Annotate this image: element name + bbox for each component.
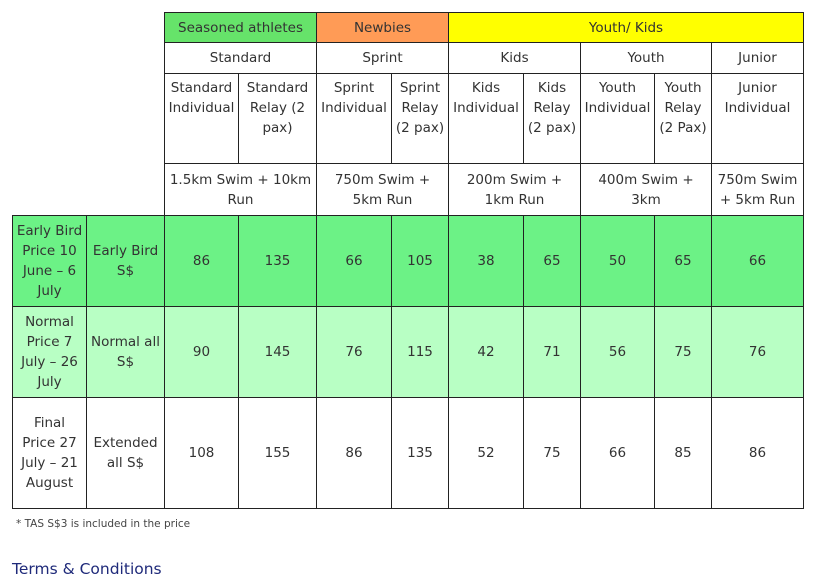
distance-standard: 1.5km Swim + 10km Run: [164, 163, 317, 216]
column-header: Standard Individual: [164, 73, 239, 164]
price-cell: 50: [580, 215, 655, 307]
distance-youth: 400m Swim + 3km: [580, 163, 712, 216]
column-header: Youth Individual: [580, 73, 655, 164]
group-seasoned: Seasoned athletes: [164, 12, 317, 43]
price-cell: 86: [316, 397, 392, 509]
category-standard: Standard: [164, 42, 317, 74]
price-cell: 52: [448, 397, 524, 509]
column-header: Kids Individual: [448, 73, 524, 164]
price-cell: 76: [316, 306, 392, 398]
table-row: Normal Price 7 July – 26 July Normal all…: [12, 306, 804, 398]
price-label: Extended all S$: [86, 397, 165, 509]
column-header-row: Standard Individual Standard Relay (2 pa…: [12, 73, 804, 216]
price-period: Early Bird Price 10 June – 6 July: [12, 215, 87, 307]
price-cell: 66: [580, 397, 655, 509]
price-table: Seasoned athletes Newbies Youth/ Kids St…: [12, 12, 804, 509]
distance-sprint: 750m Swim + 5km Run: [316, 163, 449, 216]
price-cell: 65: [523, 215, 581, 307]
price-cell: 105: [391, 215, 449, 307]
column-header: Junior Individual: [711, 73, 804, 164]
column-header: Sprint Relay (2 pax): [391, 73, 449, 164]
distance-row: 1.5km Swim + 10km Run 750m Swim + 5km Ru…: [13, 163, 804, 216]
price-cell: 115: [391, 306, 449, 398]
price-cell: 86: [164, 215, 239, 307]
category-header-row: Standard Sprint Kids Youth Junior: [13, 42, 804, 74]
group-header-row: Seasoned athletes Newbies Youth/ Kids: [13, 12, 804, 43]
price-period: Final Price 27 July – 21 August: [12, 397, 87, 509]
category-junior: Junior: [711, 42, 804, 74]
price-cell: 75: [654, 306, 712, 398]
price-cell: 71: [523, 306, 581, 398]
price-cell: 86: [711, 397, 804, 509]
price-cell: 145: [238, 306, 317, 398]
column-header: Sprint Individual: [316, 73, 392, 164]
price-cell: 75: [523, 397, 581, 509]
price-cell: 135: [238, 215, 317, 307]
footnote: * TAS S$3 is included in the price: [16, 518, 191, 530]
price-cell: 38: [448, 215, 524, 307]
group-youth-kids: Youth/ Kids: [448, 12, 804, 43]
category-youth: Youth: [580, 42, 712, 74]
column-header: Kids Relay (2 pax): [523, 73, 581, 164]
column-header: Standard Relay (2 pax): [238, 73, 317, 164]
price-cell: 155: [238, 397, 317, 509]
price-cell: 135: [391, 397, 449, 509]
distance-junior: 750m Swim + 5km Run: [711, 163, 804, 216]
price-period: Normal Price 7 July – 26 July: [12, 306, 87, 398]
category-kids: Kids: [448, 42, 581, 74]
terms-link[interactable]: Terms & Conditions: [12, 560, 162, 578]
price-cell: 66: [711, 215, 804, 307]
price-cell: 56: [580, 306, 655, 398]
price-cell: 42: [448, 306, 524, 398]
category-sprint: Sprint: [316, 42, 449, 74]
price-cell: 65: [654, 215, 712, 307]
price-cell: 66: [316, 215, 392, 307]
group-newbies: Newbies: [316, 12, 449, 43]
distance-kids: 200m Swim + 1km Run: [448, 163, 581, 216]
price-cell: 85: [654, 397, 712, 509]
price-cell: 76: [711, 306, 804, 398]
table-row: Early Bird Price 10 June – 6 July Early …: [12, 215, 804, 307]
price-cell: 90: [164, 306, 239, 398]
price-label: Normal all S$: [86, 306, 165, 398]
price-cell: 108: [164, 397, 239, 509]
table-row: Final Price 27 July – 21 August Extended…: [12, 397, 804, 509]
price-label: Early Bird S$: [86, 215, 165, 307]
column-header: Youth Relay (2 Pax): [654, 73, 712, 164]
